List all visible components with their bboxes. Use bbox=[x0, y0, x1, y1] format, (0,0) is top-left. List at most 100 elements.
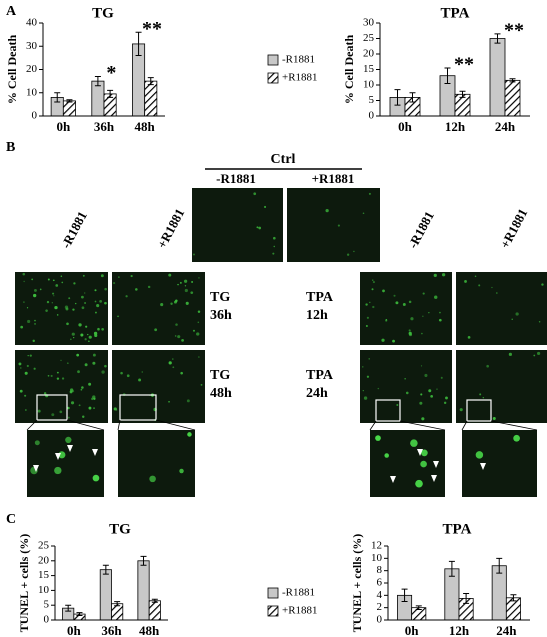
error-bar bbox=[135, 31, 142, 57]
cell bbox=[80, 333, 84, 337]
error-bar bbox=[114, 601, 121, 607]
cell bbox=[27, 354, 29, 357]
legend-label: -R1881 bbox=[282, 587, 315, 599]
y-tick-label: 0 bbox=[44, 614, 50, 626]
cell bbox=[184, 279, 188, 283]
cell bbox=[185, 301, 189, 305]
cell bbox=[464, 280, 467, 283]
cell bbox=[478, 284, 481, 287]
column-label: -R1881 bbox=[58, 209, 90, 251]
cell bbox=[445, 396, 448, 400]
zoom-line bbox=[461, 420, 468, 431]
error-bar bbox=[147, 77, 154, 86]
cell bbox=[486, 364, 489, 368]
cell bbox=[94, 300, 97, 303]
cell bbox=[256, 226, 259, 229]
zoom-box bbox=[119, 394, 157, 421]
cell bbox=[482, 396, 485, 399]
column-label: +R1881 bbox=[154, 206, 187, 251]
cell bbox=[75, 302, 77, 305]
error-bar bbox=[151, 598, 158, 603]
cell bbox=[395, 301, 399, 305]
cell bbox=[24, 409, 27, 411]
y-tick-label: 12 bbox=[371, 540, 382, 552]
bar bbox=[91, 80, 105, 117]
cell bbox=[368, 358, 370, 360]
y-tick-label: 30 bbox=[363, 17, 375, 29]
cell bbox=[191, 281, 194, 283]
cell bbox=[59, 410, 63, 414]
error-bar bbox=[394, 89, 401, 106]
x-tick-label: 24h bbox=[495, 119, 516, 134]
cell bbox=[424, 373, 428, 378]
cell bbox=[34, 322, 36, 325]
y-tick-label: 15 bbox=[38, 569, 50, 581]
y-axis-label: % Cell Death bbox=[5, 35, 19, 105]
cell bbox=[368, 192, 371, 195]
cell bbox=[365, 325, 368, 328]
cell bbox=[179, 281, 182, 284]
x-tick-label: 24h bbox=[496, 623, 517, 637]
cell bbox=[18, 362, 22, 366]
zoom-line bbox=[369, 420, 377, 431]
cell bbox=[66, 362, 69, 364]
bar bbox=[491, 565, 507, 621]
cell bbox=[23, 280, 25, 283]
cell bbox=[511, 318, 513, 320]
bar bbox=[504, 79, 521, 117]
axes bbox=[42, 23, 165, 117]
bar bbox=[137, 560, 150, 621]
cell bbox=[410, 439, 418, 447]
error-bar bbox=[76, 612, 83, 617]
x-tick-label: 12h bbox=[449, 623, 470, 637]
cell bbox=[172, 366, 175, 369]
cell bbox=[536, 351, 541, 356]
cell bbox=[54, 466, 62, 475]
cell bbox=[51, 413, 55, 417]
cell bbox=[32, 293, 37, 298]
cell bbox=[80, 388, 83, 391]
cell bbox=[113, 282, 116, 285]
microscopy: Ctrl -R1881 +R1881 -R1881 +R1881 -R1881 … bbox=[15, 152, 547, 497]
cell bbox=[81, 295, 84, 299]
cell bbox=[92, 395, 96, 399]
cell bbox=[34, 440, 40, 446]
cell bbox=[325, 209, 329, 213]
cell bbox=[65, 436, 72, 444]
cell bbox=[147, 285, 151, 289]
micrograph bbox=[112, 272, 205, 345]
y-tick-label: 15 bbox=[363, 63, 375, 75]
y-tick-label: 10 bbox=[38, 584, 50, 596]
cell bbox=[154, 328, 158, 332]
cell bbox=[51, 302, 53, 304]
column-label: -R1881 bbox=[405, 209, 437, 251]
cell bbox=[73, 337, 75, 339]
y-tick-label: 10 bbox=[371, 552, 383, 564]
row-label: 12h bbox=[306, 308, 328, 323]
row-label: TPA bbox=[306, 290, 334, 305]
cell bbox=[141, 371, 143, 373]
cell bbox=[168, 361, 172, 365]
error-bar bbox=[66, 99, 73, 103]
cell bbox=[84, 292, 86, 294]
cell bbox=[253, 192, 257, 196]
zoom-line bbox=[155, 419, 196, 431]
significance: ** bbox=[504, 19, 524, 41]
error-bar bbox=[448, 560, 455, 577]
cell bbox=[52, 279, 55, 282]
micrograph bbox=[287, 188, 380, 262]
cell bbox=[366, 375, 370, 378]
y-tick-label: 4 bbox=[377, 589, 383, 601]
cell bbox=[404, 377, 406, 380]
cell bbox=[190, 291, 194, 295]
cell bbox=[197, 321, 200, 324]
cell bbox=[88, 382, 92, 386]
cell bbox=[362, 212, 365, 215]
cell bbox=[181, 338, 184, 342]
x-tick-label: 48h bbox=[135, 119, 156, 134]
bar bbox=[144, 80, 158, 117]
cell bbox=[46, 300, 50, 304]
cell bbox=[459, 408, 463, 412]
cell bbox=[375, 435, 381, 441]
cell bbox=[392, 339, 395, 343]
